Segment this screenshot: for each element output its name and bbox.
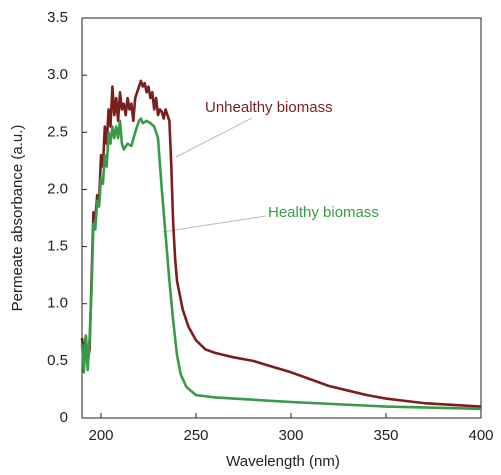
y-tick-label: 0 — [60, 409, 68, 426]
y-tick-label: 2.5 — [47, 123, 68, 140]
leader-line — [175, 117, 253, 158]
x-tick-label: 250 — [183, 427, 208, 444]
y-tick-label: 3.5 — [47, 9, 68, 26]
y-axis-label: Permeate absorbance (a.u.) — [9, 125, 26, 312]
x-tick-label: 350 — [373, 427, 398, 444]
y-tick-label: 3.0 — [47, 66, 68, 83]
y-tick-label: 2.0 — [47, 180, 68, 197]
series-annotation: Unhealthy biomass — [205, 99, 333, 116]
data-line — [80, 79, 482, 408]
series-annotation: Healthy biomass — [268, 204, 379, 221]
x-tick-label: 400 — [468, 427, 493, 444]
data-line — [80, 117, 482, 411]
plot-frame — [81, 17, 482, 419]
y-tick-label: 0.5 — [47, 352, 68, 369]
y-tick-label: 1.5 — [47, 238, 68, 255]
y-tick-label: 1.0 — [47, 295, 68, 312]
leader-line — [161, 215, 267, 233]
x-tick-label: 200 — [88, 427, 113, 444]
x-axis-label: Wavelength (nm) — [226, 453, 340, 470]
x-tick-label: 300 — [278, 427, 303, 444]
